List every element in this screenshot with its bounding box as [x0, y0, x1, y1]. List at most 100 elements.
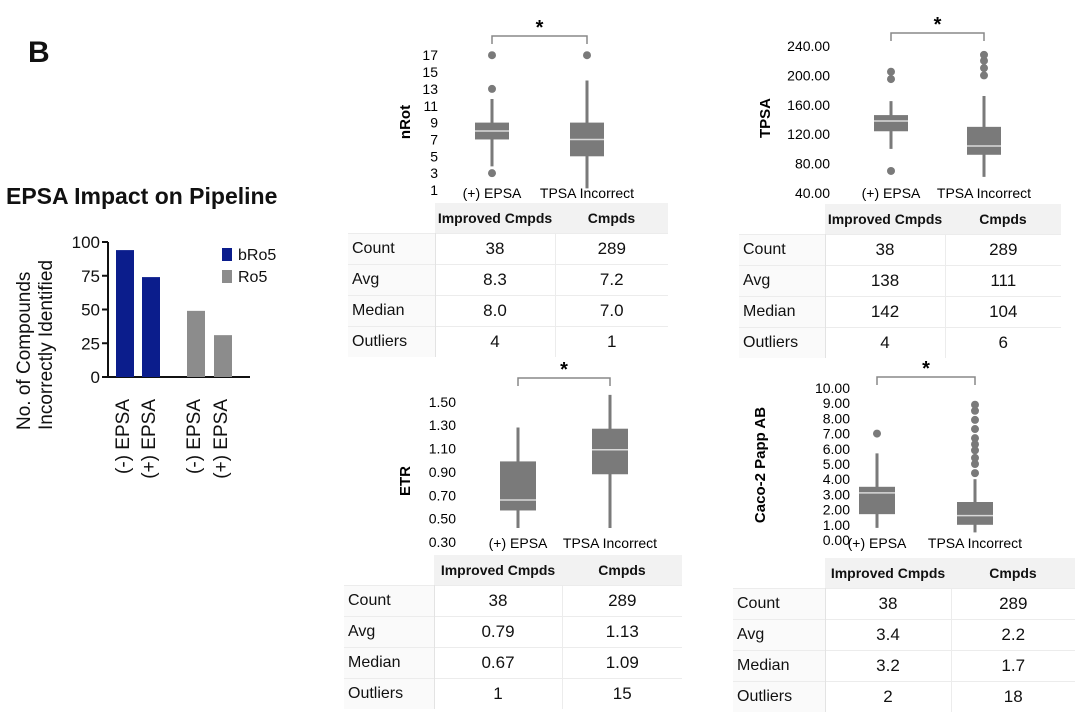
row-label: Avg — [733, 619, 826, 651]
y-tick-label: 0 — [91, 368, 100, 387]
row-label: Count — [739, 234, 826, 266]
cell-value: 289 — [554, 233, 668, 265]
significance-star: * — [536, 17, 544, 39]
box — [874, 115, 908, 132]
y-axis-label: nRot — [397, 105, 414, 139]
y-tick-label: 13 — [422, 81, 438, 97]
y-axis-label-group: No. of Compounds Incorrectly Identified — [14, 260, 57, 430]
y-tick-label: 25 — [81, 334, 100, 353]
y-axis-label: ETR — [397, 466, 414, 496]
outlier-point — [887, 67, 895, 76]
outlier-point — [488, 84, 496, 93]
y-tick-label: 1.00 — [823, 517, 850, 533]
box-plot-caco2: 0.001.002.003.004.005.006.007.008.009.00… — [752, 358, 1022, 551]
x-tick-label: (+) EPSA — [489, 535, 548, 551]
row-label: Count — [733, 588, 826, 620]
cell-value: 3.2 — [825, 650, 951, 682]
y-tick-label: 80.00 — [795, 156, 830, 172]
row-label: Count — [344, 585, 435, 617]
row-label: Median — [733, 650, 826, 682]
cell-value: 2.2 — [950, 619, 1075, 651]
header-cmpds: Cmpds — [945, 204, 1061, 235]
x-tick-label: (-) EPSA — [113, 399, 134, 474]
y-tick-label: 10.00 — [815, 380, 850, 396]
panel-label: B — [28, 36, 50, 69]
y-tick-label: 160.00 — [787, 97, 830, 113]
outlier-point — [971, 446, 979, 455]
significance-bracket — [491, 35, 588, 44]
cell-value: 4 — [825, 327, 945, 358]
cell-value: 1 — [434, 678, 562, 709]
cell-value: 18 — [950, 681, 1075, 712]
y-tick-label: 11 — [423, 98, 438, 114]
box — [500, 461, 536, 511]
stats-table-tpsa: Improved Cmpds Cmpds Count 38 289 Avg 138 11… — [739, 204, 1061, 358]
y-tick-label: 3.00 — [823, 486, 850, 502]
y-tick-label: 200.00 — [787, 67, 830, 83]
cell-value: 38 — [435, 233, 555, 265]
outlier-point — [971, 460, 979, 468]
cell-value: 0.67 — [434, 647, 562, 679]
cell-value: 1.09 — [561, 647, 682, 679]
stats-table-caco2: Improved Cmpds Cmpds Count 38 289 Avg 3.4 2.… — [733, 558, 1075, 712]
y-tick-label: 100 — [72, 233, 100, 252]
row-label: Avg — [344, 616, 435, 648]
outlier-point — [980, 64, 988, 73]
bar-chart-title: EPSA Impact on Pipeline — [6, 183, 278, 209]
significance-bracket — [890, 32, 985, 41]
stats-table-nrot: Improved Cmpds Cmpds Count 38 289 Avg 8.3 7.… — [348, 203, 668, 357]
stats-table-etr: Improved Cmpds Cmpds Count 38 289 Avg 0.79 1… — [344, 555, 682, 709]
y-tick-label: 0.70 — [429, 487, 456, 503]
y-tick-label: 240.00 — [787, 38, 830, 54]
significance-bracket — [517, 377, 611, 386]
cell-value: 7.0 — [554, 295, 668, 327]
outlier-point — [887, 75, 895, 84]
y-tick-label: 0.30 — [429, 534, 456, 550]
y-tick-label: 8.00 — [823, 410, 850, 426]
box-plot-tpsa: 40.00 80.00 120.00 160.00 200.00 240.00 TPSA (+… — [757, 14, 1031, 201]
outlier-point — [980, 56, 988, 65]
outlier-point — [971, 400, 979, 409]
header-cmpds: Cmpds — [555, 203, 668, 234]
cell-value: 8.0 — [435, 295, 555, 327]
cell-value: 289 — [944, 234, 1061, 266]
y-tick-label: 40.00 — [795, 185, 830, 201]
row-label: Outliers — [733, 681, 826, 712]
legend-swatch — [222, 248, 232, 261]
x-tick-label: (+) EPSA — [139, 399, 160, 479]
outlier-point — [971, 440, 979, 449]
x-tick-label: (+) EPSA — [848, 535, 907, 551]
x-tick-label: TPSA Incorrect — [540, 185, 634, 201]
y-tick-label: 120.00 — [787, 126, 830, 142]
header-improved: Improved Cmpds — [825, 558, 951, 589]
cell-value: 6 — [944, 327, 1061, 358]
outlier-point — [488, 51, 496, 60]
y-tick-label: 9.00 — [823, 395, 850, 411]
outlier-point — [971, 469, 979, 478]
cell-value: 111 — [944, 265, 1061, 297]
y-tick-label: 1.30 — [429, 417, 456, 433]
cell-value: 138 — [825, 265, 945, 297]
cell-value: 38 — [825, 234, 945, 266]
y-tick-label: 75 — [81, 267, 100, 286]
y-axis-label: Caco-2 Papp AB — [752, 407, 769, 523]
outlier-point — [980, 71, 988, 80]
cell-value: 289 — [950, 588, 1075, 620]
box — [592, 428, 628, 475]
bar-bro5 — [142, 277, 160, 377]
outlier-point — [971, 453, 979, 462]
legend-label: Ro5 — [238, 269, 267, 286]
outlier-point — [873, 429, 881, 438]
header-cmpds: Cmpds — [951, 558, 1075, 589]
x-tick-label: (+) EPSA — [211, 399, 232, 479]
outlier-point — [971, 406, 979, 415]
x-tick-label: TPSA Incorrect — [563, 535, 657, 551]
row-label: Outliers — [739, 327, 826, 358]
y-tick-label: 6.00 — [823, 441, 850, 457]
y-tick-label: 7 — [430, 131, 438, 147]
y-tick-label: 1 — [430, 182, 438, 198]
significance-star: * — [934, 14, 942, 36]
x-tick-label: (+) EPSA — [463, 185, 522, 201]
bar-ro5 — [187, 310, 205, 377]
y-tick-label: 1.10 — [429, 441, 456, 457]
